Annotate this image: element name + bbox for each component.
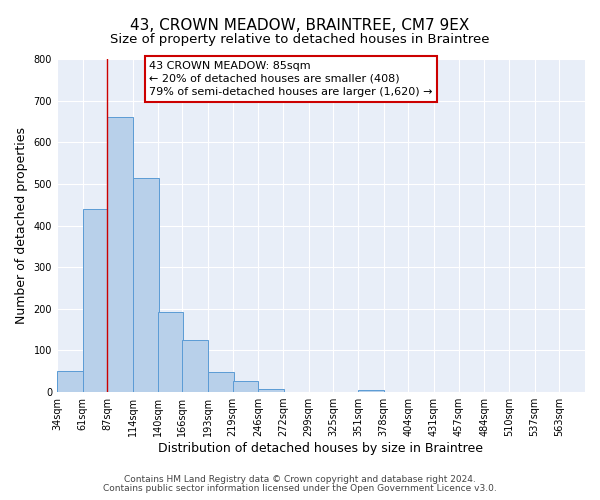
Bar bbox=[358, 390, 383, 392]
Bar bbox=[83, 209, 108, 392]
X-axis label: Distribution of detached houses by size in Braintree: Distribution of detached houses by size … bbox=[158, 442, 484, 455]
Bar bbox=[57, 372, 83, 392]
Bar bbox=[158, 312, 183, 392]
Y-axis label: Number of detached properties: Number of detached properties bbox=[15, 127, 28, 324]
Bar bbox=[133, 178, 158, 392]
Text: Size of property relative to detached houses in Braintree: Size of property relative to detached ho… bbox=[110, 32, 490, 46]
Bar bbox=[233, 381, 258, 392]
Bar bbox=[208, 372, 233, 392]
Text: 43 CROWN MEADOW: 85sqm
← 20% of detached houses are smaller (408)
79% of semi-de: 43 CROWN MEADOW: 85sqm ← 20% of detached… bbox=[149, 60, 433, 97]
Text: Contains HM Land Registry data © Crown copyright and database right 2024.: Contains HM Land Registry data © Crown c… bbox=[124, 475, 476, 484]
Text: Contains public sector information licensed under the Open Government Licence v3: Contains public sector information licen… bbox=[103, 484, 497, 493]
Text: 43, CROWN MEADOW, BRAINTREE, CM7 9EX: 43, CROWN MEADOW, BRAINTREE, CM7 9EX bbox=[130, 18, 470, 32]
Bar bbox=[258, 389, 284, 392]
Bar bbox=[182, 340, 208, 392]
Bar bbox=[107, 118, 133, 392]
